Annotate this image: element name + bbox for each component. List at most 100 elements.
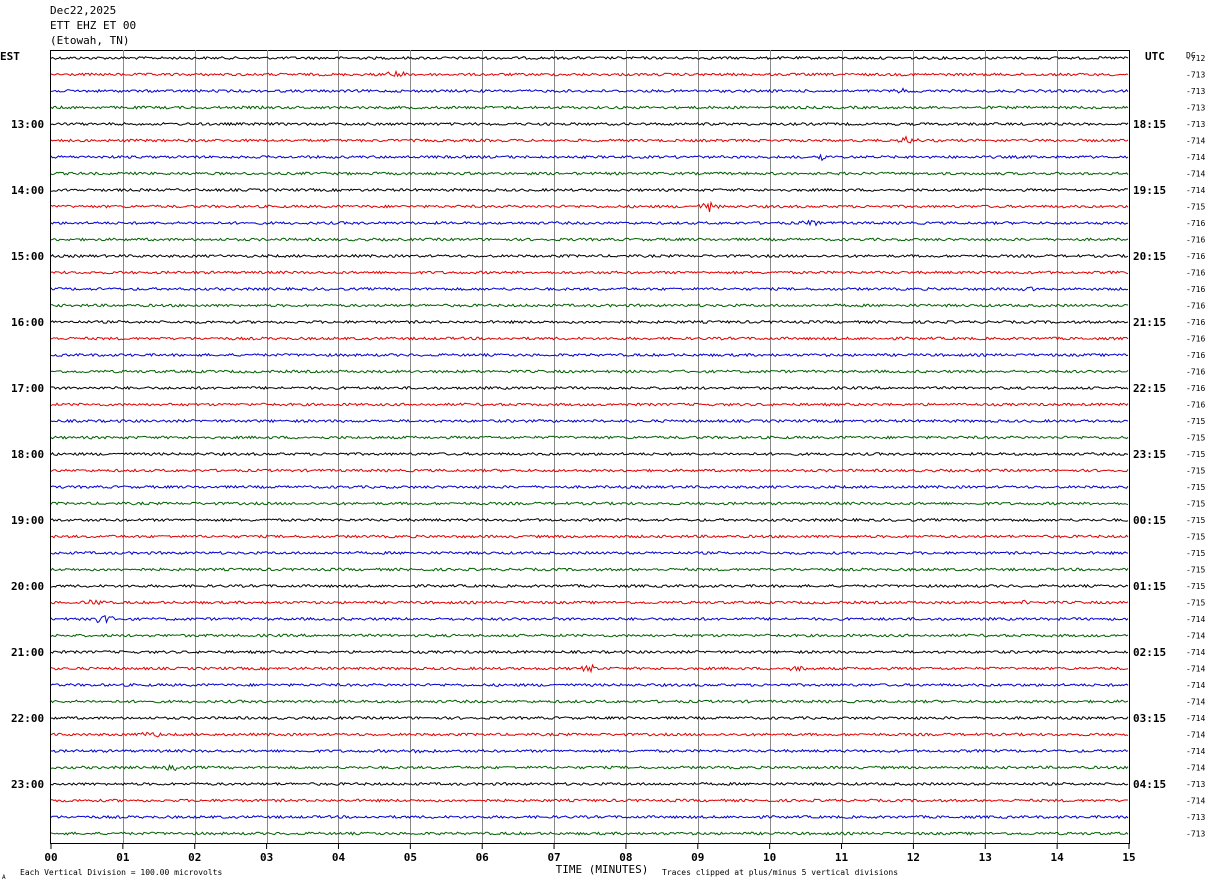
est-hour-label: 14:00	[11, 184, 44, 197]
corner-mark: A	[2, 874, 6, 881]
trace-45	[50, 798, 1128, 803]
utc-hour-label: 22:15	[1133, 382, 1166, 395]
trace-40	[50, 715, 1129, 721]
trace-27	[50, 501, 1129, 506]
trace-38	[50, 682, 1129, 688]
trace-16	[50, 319, 1129, 325]
dc-offset-label: -716	[1186, 318, 1205, 327]
dc-offset-label: -714	[1186, 153, 1205, 162]
trace-24	[50, 451, 1129, 457]
dc-offset-label: -715	[1186, 417, 1205, 426]
x-tick-label: 14	[1051, 851, 1065, 864]
dc-offset-label: -714	[1186, 747, 1205, 756]
trace-34	[50, 614, 1129, 624]
est-hour-label: 17:00	[11, 382, 44, 395]
est-hour-labels: 13:00 14:00 15:00 16:00 17:00 18:00 19:00 20:00…	[11, 118, 44, 791]
x-tick-label: 06	[476, 851, 490, 864]
trace-28	[50, 517, 1129, 523]
header-date: Dec22,2025	[50, 4, 117, 17]
trace-43	[50, 763, 1129, 772]
trace-36	[50, 649, 1129, 655]
dc-offset-label: -716	[1186, 252, 1205, 261]
trace-15	[50, 303, 1129, 308]
dc-offset-label: -713	[1186, 813, 1205, 822]
trace-2	[50, 87, 1129, 94]
utc-hour-label: 19:15	[1133, 184, 1166, 197]
dc-offset-label: -714	[1186, 665, 1205, 674]
trace-33	[50, 599, 1129, 606]
trace-1	[50, 69, 1129, 78]
x-tick-label: 04	[332, 851, 346, 864]
trace-12	[50, 253, 1129, 259]
utc-hour-label: 02:15	[1133, 646, 1166, 659]
trace-5	[50, 135, 1129, 144]
dc-offset-label: -716	[1186, 335, 1205, 344]
dc-offset-label: -715	[1186, 450, 1205, 459]
dc-offset-label: -715	[1186, 566, 1205, 575]
trace-32	[50, 583, 1129, 589]
dc-offset-label: -714	[1186, 632, 1205, 641]
trace-9	[50, 200, 1129, 213]
dc-offset-label: -715	[1186, 483, 1205, 492]
trace-11	[50, 237, 1129, 242]
x-tick-label: 02	[188, 851, 201, 864]
x-tick-label: 10	[763, 851, 776, 864]
trace-29	[50, 534, 1129, 539]
plot-frame	[50, 50, 1130, 844]
utc-hour-label: 20:15	[1133, 250, 1166, 263]
trace-39	[50, 699, 1129, 704]
x-tick-label: 07	[547, 851, 560, 864]
dc-offset-label: -716	[1186, 351, 1205, 360]
trace-10	[50, 219, 1129, 227]
trace-14	[50, 286, 1129, 292]
dc-offset-label: -714	[1186, 698, 1205, 707]
x-tick-label: 09	[691, 851, 704, 864]
dc-offset-label: -716	[1186, 384, 1205, 393]
trace-22	[50, 418, 1129, 424]
minute-gridlines	[123, 50, 1058, 843]
dc-offset-label: -714	[1186, 714, 1205, 723]
x-axis-title: TIME (MINUTES)	[556, 863, 649, 876]
trace-23	[50, 435, 1129, 440]
utc-hour-labels: 18:15 19:15 20:15 21:15 22:15 23:15 00:15 01:15…	[1133, 118, 1166, 791]
dc-offset-label: -712	[1186, 54, 1205, 63]
est-hour-label: 21:00	[11, 646, 44, 659]
dc-offset-label: -713	[1186, 87, 1205, 96]
est-hour-label: 20:00	[11, 580, 44, 593]
x-tick-label: 13	[979, 851, 992, 864]
dc-offset-label: -713	[1186, 71, 1205, 80]
trace-35	[50, 633, 1129, 638]
trace-3	[50, 105, 1129, 110]
est-hour-label: 13:00	[11, 118, 44, 131]
trace-46	[50, 814, 1129, 820]
dc-offset-label: -714	[1186, 137, 1205, 146]
seismic-traces	[50, 55, 1129, 836]
est-hour-label: 16:00	[11, 316, 44, 329]
est-hour-label: 22:00	[11, 712, 44, 725]
trace-19	[50, 369, 1129, 374]
trace-25	[50, 468, 1129, 473]
dc-offset-label: -715	[1186, 467, 1205, 476]
dc-offset-label: -716	[1186, 401, 1205, 410]
trace-18	[50, 352, 1129, 358]
dc-offset-label: -713	[1186, 780, 1205, 789]
dc-offset-label: -715	[1186, 549, 1205, 558]
utc-hour-label: 21:15	[1133, 316, 1166, 329]
x-tick-label: 05	[404, 851, 417, 864]
right-timezone-label: UTC	[1145, 50, 1165, 63]
dc-offset-label: -714	[1186, 731, 1205, 740]
dc-offset-label: -715	[1186, 582, 1205, 591]
x-tick-label: 01	[116, 851, 130, 864]
trace-31	[50, 567, 1129, 572]
utc-hour-label: 00:15	[1133, 514, 1166, 527]
x-tick-label: 08	[619, 851, 632, 864]
dc-offset-label: -714	[1186, 681, 1205, 690]
scale-note: Each Vertical Division = 100.00 microvol…	[20, 868, 222, 877]
header-location: (Etowah, TN)	[50, 34, 130, 47]
left-timezone-label: EST	[0, 50, 20, 63]
header-station: ETT EHZ ET 00	[50, 19, 137, 32]
utc-hour-label: 01:15	[1133, 580, 1166, 593]
utc-hour-label: 23:15	[1133, 448, 1166, 461]
trace-7	[50, 171, 1129, 176]
x-tick-label: 11	[835, 851, 849, 864]
